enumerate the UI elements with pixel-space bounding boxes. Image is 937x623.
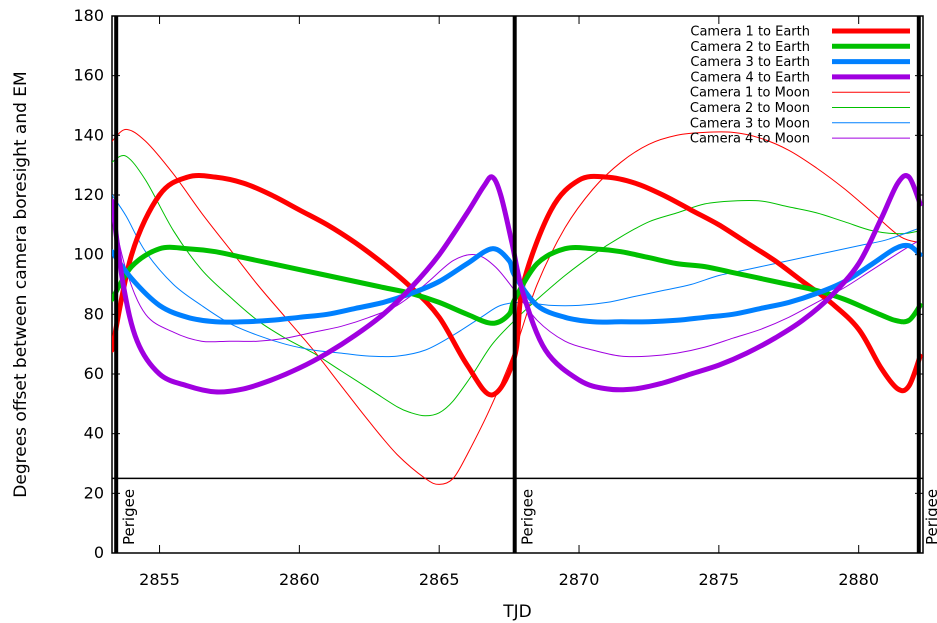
y-tick-label: 180 — [73, 6, 104, 25]
x-tick-label: 2865 — [419, 570, 460, 589]
series-line-camera-4-to-earth — [112, 173, 923, 395]
legend-label: Camera 3 to Moon — [690, 116, 810, 131]
y-tick-label: 100 — [73, 245, 104, 264]
perigee-label: Perigee — [923, 489, 937, 545]
plot-frame — [111, 15, 924, 554]
perigee-annotations: Perigee Perigee Perigee — [120, 489, 937, 545]
y-tick-label: 120 — [73, 185, 104, 204]
legend-label: Camera 1 to Moon — [690, 86, 810, 101]
y-tick-label: 140 — [73, 125, 104, 144]
y-tick-label: 20 — [84, 483, 104, 502]
perigee-label: Perigee — [519, 489, 537, 545]
y-tick-label: 160 — [73, 66, 104, 85]
x-tick-label: 2870 — [559, 570, 600, 589]
plot-border — [111, 15, 924, 554]
legend-label: Camera 4 to Moon — [690, 132, 810, 147]
x-tick-label: 2875 — [698, 570, 739, 589]
x-tick-label: 2880 — [838, 570, 879, 589]
perigee-lines — [114, 16, 921, 553]
y-tick-label: 80 — [84, 304, 104, 323]
y-tick-label: 0 — [94, 543, 104, 562]
x-axis-label: TJD — [502, 602, 532, 622]
y-axis-label: Degrees offset between camera boresight … — [11, 71, 31, 497]
series-line-camera-1-to-moon — [112, 128, 921, 485]
legend-label: Camera 1 to Earth — [690, 25, 810, 40]
axis-ticks: 0 20 40 60 80 100 120 140 160 180 2855 2860 2865 2870… — [73, 6, 923, 589]
series-line-camera-2-to-moon — [112, 155, 921, 417]
x-tick-label: 2855 — [139, 570, 180, 589]
series-line-camera-4-to-moon — [112, 209, 921, 358]
x-tick-label: 2860 — [279, 570, 320, 589]
legend-label: Camera 2 to Moon — [690, 101, 810, 116]
legend-label: Camera 2 to Earth — [690, 40, 810, 55]
y-tick-label: 40 — [84, 424, 104, 443]
perigee-label: Perigee — [120, 489, 138, 545]
y-tick-label: 60 — [84, 364, 104, 383]
legend-label: Camera 3 to Earth — [690, 55, 810, 70]
legend-label: Camera 4 to Earth — [690, 70, 810, 85]
